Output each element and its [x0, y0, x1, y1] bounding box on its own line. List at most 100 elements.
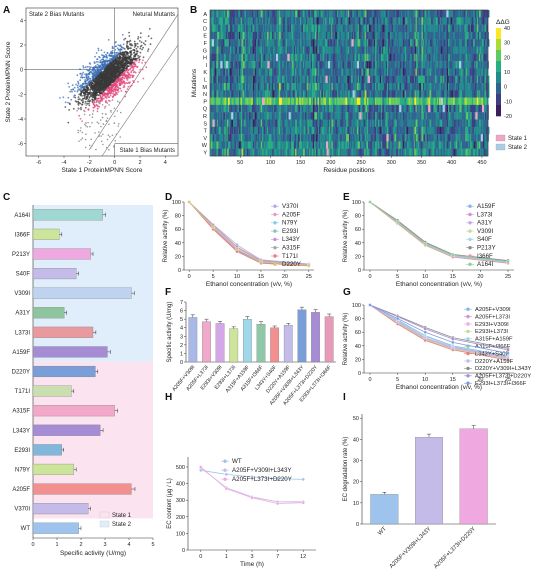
scatter-point [96, 108, 99, 110]
heatmap-cell [233, 10, 235, 18]
scatter-point [94, 96, 97, 99]
scatter-point [113, 82, 116, 85]
scatter-point [62, 96, 65, 99]
heatmap-cell [484, 24, 487, 33]
scatter-point [111, 89, 114, 92]
scatter-point [139, 51, 142, 54]
scatter-point-sparse [96, 121, 99, 124]
scatter-point-sparse [79, 129, 82, 132]
heatmap-cell [326, 31, 328, 40]
scatter-point [103, 93, 106, 96]
heatmap-cell [308, 75, 310, 84]
heatmap-cell [462, 46, 465, 54]
heatmap-cell [267, 24, 269, 33]
heatmap-cell [215, 39, 218, 47]
heatmap-cell [394, 61, 397, 69]
scatter-point [77, 98, 80, 101]
heatmap-cell [380, 39, 383, 47]
heatmap-cell [376, 53, 379, 62]
scatter-point [139, 68, 142, 71]
heatmap-cell [320, 10, 323, 18]
scatter-point [109, 57, 111, 60]
heatmap-cell [475, 24, 478, 33]
heatmap-cell [239, 31, 241, 40]
scatter-point [93, 62, 96, 64]
scatter-point-sparse [81, 131, 84, 134]
heatmap-cell [423, 68, 426, 76]
heatmap-cell [268, 31, 271, 40]
heatmap-cell [214, 31, 216, 40]
heatmap-cell [451, 10, 454, 18]
heatmap-cell [370, 17, 373, 25]
scatter-point [127, 56, 129, 59]
heatmap-cell [301, 31, 304, 40]
heatmap-cell [485, 61, 488, 69]
heatmap-cell [396, 31, 399, 40]
scatter-point [76, 84, 79, 87]
heatmap-cell [403, 10, 406, 18]
heatmap-cell [347, 46, 350, 54]
heatmap-cell [236, 24, 238, 33]
heatmap-cell [246, 24, 248, 33]
heatmap-cell [384, 75, 387, 84]
heatmap-cell [261, 31, 263, 40]
heatmap-cell [463, 17, 466, 25]
heatmap-cell [298, 10, 300, 18]
heatmap-cell [295, 61, 298, 69]
heatmap-cell [217, 61, 220, 69]
heatmap-cell [344, 31, 347, 40]
heatmap-cell [417, 75, 420, 84]
scatter-point-sparse [109, 135, 111, 138]
scatter-point [132, 80, 135, 82]
scatter-point [117, 44, 120, 47]
heatmap-cell [429, 10, 432, 18]
scatter-point [85, 93, 87, 96]
scatter-point [108, 72, 111, 75]
heatmap-cell [456, 46, 459, 54]
heatmap-cell [272, 10, 275, 18]
scatter-point [118, 68, 121, 71]
heatmap-cell [294, 68, 296, 76]
y-tick-label: -6 [18, 142, 23, 148]
heatmap-cell [443, 46, 446, 54]
heatmap-cell [308, 17, 310, 25]
scatter-point [102, 56, 104, 59]
heatmap-cell [345, 31, 348, 40]
scatter-point-sparse [100, 125, 102, 128]
heatmap-cell [243, 10, 246, 18]
heatmap-cell [213, 75, 215, 84]
heatmap-cell [344, 53, 347, 62]
heatmap-cell [272, 68, 275, 76]
heatmap-cell [477, 53, 480, 62]
heatmap-cell [349, 75, 352, 84]
heatmap-cell [445, 39, 448, 47]
heatmap-cell [425, 39, 428, 47]
scatter-point [136, 50, 139, 53]
heatmap-cell [265, 46, 268, 54]
heatmap-cell [434, 17, 437, 25]
heatmap-cell [309, 31, 312, 40]
scatter-point [124, 50, 127, 53]
heatmap-cell [420, 68, 422, 76]
heatmap-cell [379, 10, 381, 18]
heatmap-cell [238, 39, 240, 47]
heatmap-cell [319, 17, 322, 25]
heatmap-cell [460, 46, 463, 54]
scatter-point [113, 57, 115, 60]
heatmap-cell [342, 17, 345, 25]
heatmap-cell [348, 24, 350, 33]
heatmap-cell [417, 10, 419, 18]
heatmap-cell [463, 10, 466, 18]
scatter-point [99, 100, 102, 102]
scatter-point [109, 88, 112, 91]
scatter-point [112, 63, 115, 65]
heatmap-cell [422, 17, 425, 25]
heatmap-cell [254, 68, 257, 76]
heatmap-cell [443, 10, 445, 18]
heatmap-cell [451, 39, 453, 47]
heatmap-cell [400, 17, 403, 25]
heatmap-cell [448, 39, 451, 47]
heatmap-cell [358, 75, 360, 84]
heatmap-cell [329, 53, 332, 62]
heatmap-cell [402, 61, 405, 69]
